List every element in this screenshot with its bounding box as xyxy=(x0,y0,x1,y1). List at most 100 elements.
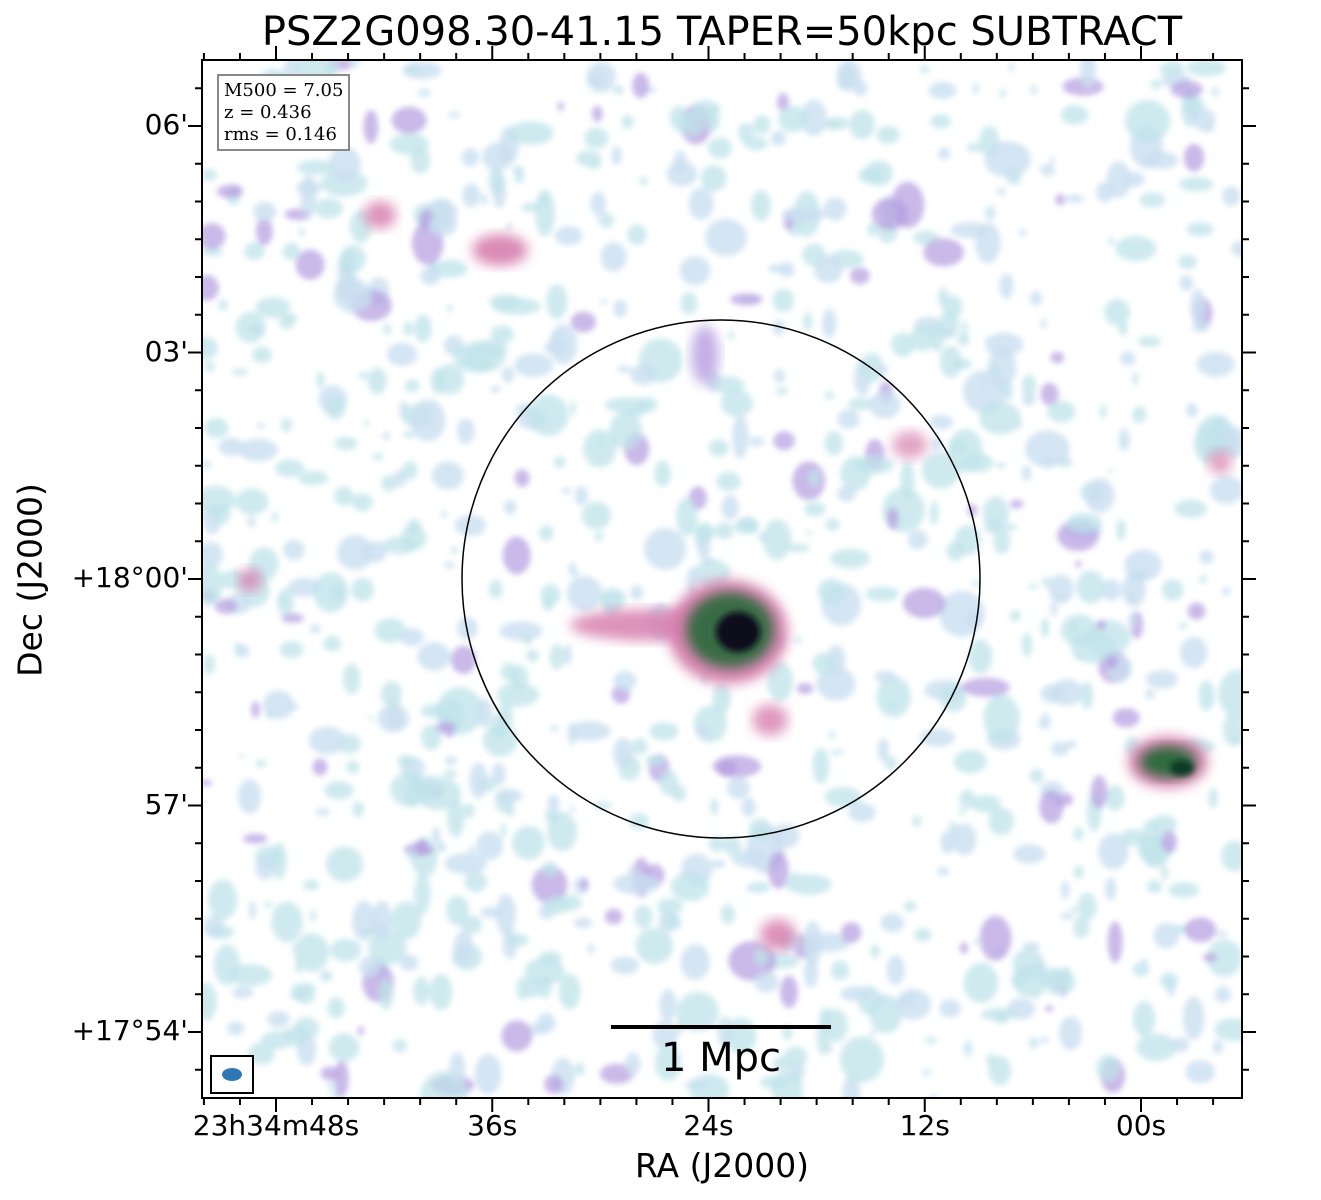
noise-blob xyxy=(204,417,229,439)
noise-blob xyxy=(1039,164,1056,176)
noise-blob xyxy=(948,428,983,473)
noise-blob xyxy=(313,572,349,613)
circle-edge-blob xyxy=(892,431,928,459)
noise-blob xyxy=(202,982,217,1021)
noise-blob xyxy=(1160,972,1178,990)
noise-blob xyxy=(749,436,764,447)
noise-blob xyxy=(371,900,393,940)
noise-blob xyxy=(613,737,634,769)
noise-blob xyxy=(910,325,935,352)
noise-blob xyxy=(1009,499,1024,509)
noise-blob xyxy=(392,1039,407,1053)
noise-blob xyxy=(248,1042,275,1065)
noise-blob xyxy=(566,575,603,612)
noise-blob xyxy=(1105,877,1117,901)
noise-blob xyxy=(514,674,520,680)
noise-blob xyxy=(1029,769,1044,784)
noise-blob xyxy=(830,960,850,981)
noise-blob xyxy=(400,628,425,646)
noise-blob xyxy=(380,681,402,708)
noise-blob xyxy=(839,1036,884,1083)
noise-blob xyxy=(823,197,847,221)
noise-blob xyxy=(710,859,726,869)
northwest-blob-2 xyxy=(364,201,396,229)
noise-blob xyxy=(488,579,503,599)
noise-blob xyxy=(612,85,625,95)
noise-blob xyxy=(712,682,731,715)
noise-blob xyxy=(959,942,969,954)
noise-blob xyxy=(634,905,653,929)
noise-blob xyxy=(1148,850,1167,868)
scalebar-label: 1 Mpc xyxy=(660,1035,782,1081)
noise-blob xyxy=(973,938,984,945)
east-source-peak xyxy=(1170,760,1194,776)
noise-blob xyxy=(748,818,771,841)
noise-blob xyxy=(1013,844,1046,864)
noise-blob xyxy=(704,218,747,256)
noise-blob xyxy=(1218,669,1242,718)
noise-blob xyxy=(381,474,397,492)
x-tick-label: 36s xyxy=(467,1109,518,1142)
noise-blob xyxy=(468,846,476,855)
noise-blob xyxy=(363,419,369,427)
noise-blob xyxy=(429,214,457,236)
noise-blob xyxy=(1040,382,1059,406)
noise-blob xyxy=(346,760,360,774)
noise-blob xyxy=(840,986,873,1002)
noise-blob xyxy=(1203,125,1215,132)
noise-blob xyxy=(787,543,810,553)
noise-blob xyxy=(544,807,560,824)
noise-blob xyxy=(869,994,903,1034)
noise-blob xyxy=(407,850,418,861)
noise-blob xyxy=(554,226,583,246)
noise-blob xyxy=(1073,827,1084,841)
noise-blob xyxy=(988,1056,1012,1086)
x-axis-label: RA (J2000) xyxy=(634,1146,810,1185)
noise-blob xyxy=(778,105,808,133)
noise-blob xyxy=(279,641,304,658)
noise-blob xyxy=(481,193,488,206)
noise-blob xyxy=(771,1070,803,1098)
noise-blob xyxy=(950,222,989,239)
noise-blob xyxy=(867,222,879,237)
noise-blob xyxy=(891,332,915,358)
noise-blob xyxy=(255,216,273,246)
noise-blob xyxy=(1132,406,1146,424)
noise-blob xyxy=(238,753,245,759)
noise-blob xyxy=(310,624,321,634)
noise-blob xyxy=(1084,478,1115,513)
noise-blob xyxy=(925,1036,937,1044)
noise-blob xyxy=(432,461,464,490)
noise-blob xyxy=(694,522,715,543)
noise-blob xyxy=(383,323,392,335)
noise-blob xyxy=(1027,584,1039,590)
noise-blob xyxy=(617,365,632,373)
noise-blob xyxy=(993,527,1011,555)
noise-blob xyxy=(723,836,742,856)
noise-blob xyxy=(488,166,503,195)
noise-blob xyxy=(298,228,306,236)
noise-blob xyxy=(208,879,238,920)
noise-blob xyxy=(1038,1037,1049,1043)
noise-blob xyxy=(567,721,611,741)
noise-blob xyxy=(1221,587,1231,596)
noise-blob xyxy=(491,385,500,393)
noise-blob xyxy=(720,389,753,417)
noise-blob xyxy=(570,311,596,333)
noise-blob xyxy=(378,978,394,1010)
noise-blob xyxy=(876,675,911,718)
noise-blob xyxy=(1161,866,1169,881)
noise-blob xyxy=(309,909,317,922)
noise-blob xyxy=(621,114,634,129)
noise-blob xyxy=(581,501,611,530)
noise-blob xyxy=(202,336,219,360)
noise-blob xyxy=(463,340,509,359)
noise-blob xyxy=(244,242,265,260)
noise-blob xyxy=(342,663,361,695)
noise-blob xyxy=(1145,689,1155,699)
noise-blob xyxy=(333,278,372,313)
noise-blob xyxy=(772,320,785,336)
noise-blob xyxy=(806,530,812,536)
noise-blob xyxy=(218,437,244,456)
y-tick-label: +18°00' xyxy=(71,561,188,594)
